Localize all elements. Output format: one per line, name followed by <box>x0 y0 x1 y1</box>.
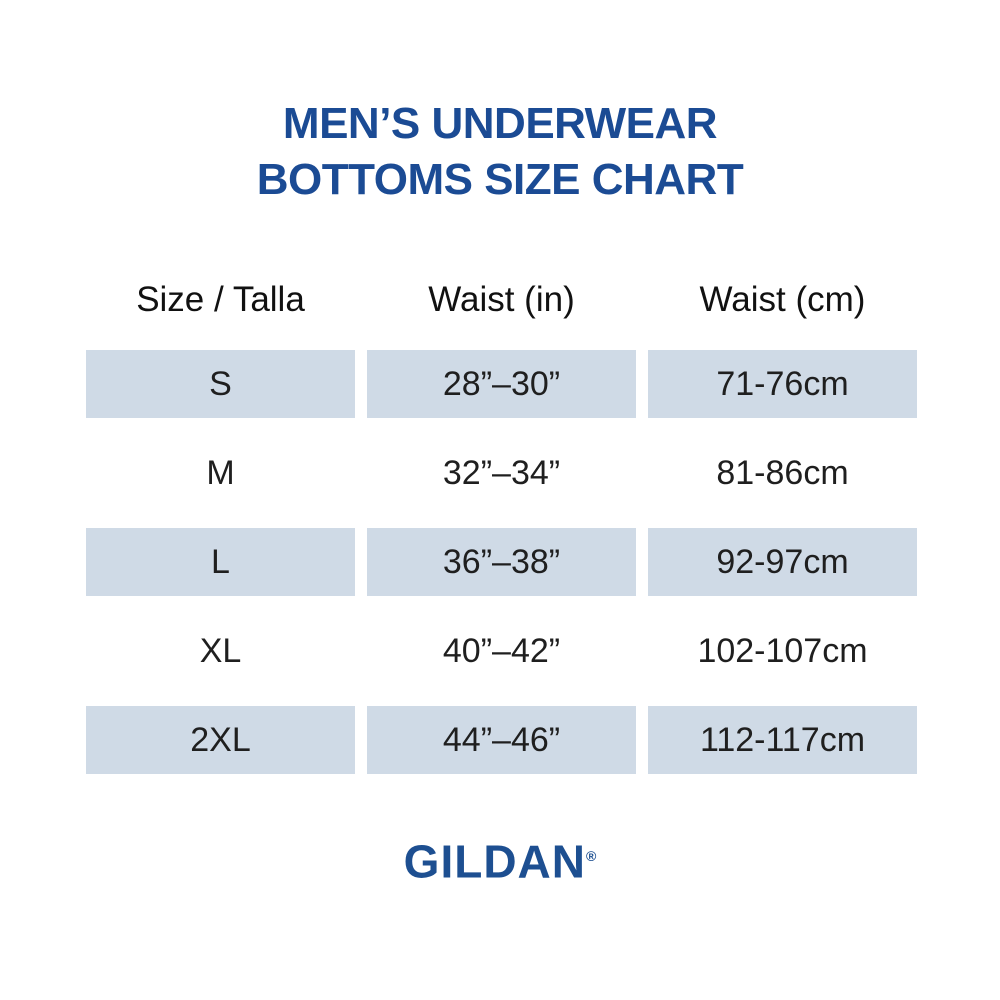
column-header-waist-cm: Waist (cm) <box>699 279 866 319</box>
cell-waist-cm-2xl: 112-117cm <box>648 706 917 774</box>
registered-trademark-icon: ® <box>586 848 597 864</box>
page-title-line1: MEN’S UNDERWEAR <box>282 99 718 148</box>
brand-logo: GILDAN® <box>0 828 1000 889</box>
cell-waist-in-2xl: 44”–46” <box>367 706 636 774</box>
cell-waist-in-s: 28”–30” <box>367 350 636 418</box>
cell-size-l: L <box>86 528 355 596</box>
brand-wordmark: GILDAN <box>403 835 586 888</box>
cell-waist-cm-xl: 102-107cm <box>697 631 868 670</box>
cell-waist-in-l: 36”–38” <box>367 528 636 596</box>
cell-size-s: S <box>86 350 355 418</box>
cell-waist-in-m: 32”–34” <box>442 453 561 492</box>
cell-waist-cm-m: 81-86cm <box>716 453 849 492</box>
cell-waist-cm-s: 71-76cm <box>648 350 917 418</box>
size-table: Size / Talla Waist (in) Waist (cm) S 28”… <box>86 270 917 774</box>
cell-waist-cm-l: 92-97cm <box>648 528 917 596</box>
cell-size-xl: XL <box>199 631 242 670</box>
cell-size-m: M <box>206 453 235 492</box>
cell-waist-in-xl: 40”–42” <box>442 631 561 670</box>
column-header-size: Size / Talla <box>136 279 305 319</box>
page-title-line2: BOTTOMS SIZE CHART <box>256 155 744 204</box>
cell-size-2xl: 2XL <box>86 706 355 774</box>
column-header-waist-in: Waist (in) <box>428 279 575 319</box>
page-title: MEN’S UNDERWEAR BOTTOMS SIZE CHART <box>0 96 1000 208</box>
